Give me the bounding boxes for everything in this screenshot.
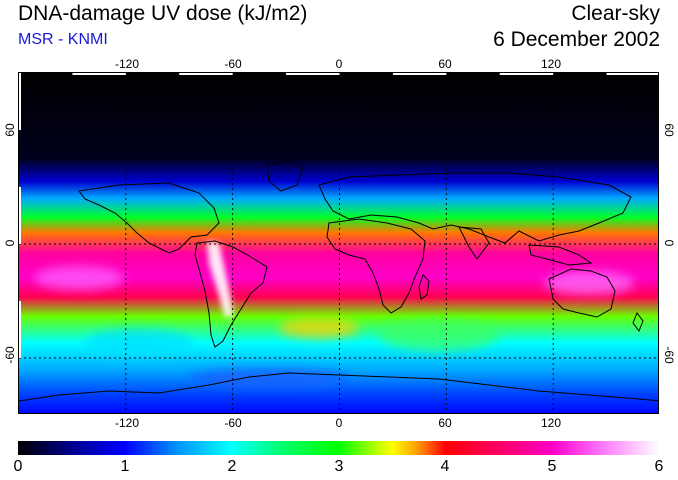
frame-tick-top xyxy=(499,73,554,75)
frame-tick-right xyxy=(658,187,659,244)
indian-ocean-low-dose-patch xyxy=(379,319,499,351)
colorbar-tick-0: 0 xyxy=(13,458,23,475)
frame-tick-top xyxy=(72,73,126,75)
australia-high-dose-patch xyxy=(544,271,634,295)
southeast-asia-islands xyxy=(528,244,593,266)
sky-condition-label: Clear-sky xyxy=(571,2,660,25)
lon-tick-bottom-2: -60 xyxy=(224,416,242,430)
graticule xyxy=(19,73,658,413)
colorbar-gradient xyxy=(18,441,659,455)
lon-tick-bottom-4: 60 xyxy=(438,416,452,430)
dose-anomalies xyxy=(34,266,634,388)
frame-tick-bottom xyxy=(607,413,659,414)
uv-dose-map xyxy=(18,72,659,414)
far-south-blue-patch xyxy=(189,368,349,388)
south-america-coastline xyxy=(194,240,268,348)
lon-tick-top-3: 0 xyxy=(335,57,343,71)
colorbar-tick-6: 6 xyxy=(654,458,664,475)
lon-tick-top-1: -120 xyxy=(114,57,140,71)
date-label: 6 December 2002 xyxy=(493,28,660,51)
lat-tick-left-3: -60 xyxy=(3,346,17,364)
colorbar-tick-5: 5 xyxy=(547,458,557,475)
australia-coastline xyxy=(548,268,616,318)
lat-tick-left-1: 60 xyxy=(3,123,17,137)
lat-tick-right-1: 60 xyxy=(662,123,676,137)
colorbar-tick-2: 2 xyxy=(227,458,237,475)
pacific-high-dose-patch xyxy=(34,266,124,290)
lon-tick-bottom-3: 0 xyxy=(335,416,343,430)
lon-tick-top-5: 120 xyxy=(540,57,562,71)
greenland-coastline xyxy=(266,160,304,192)
colorbar-tick-3: 3 xyxy=(334,458,344,475)
data-source-label: MSR - KNMI xyxy=(18,31,108,48)
lon-tick-bottom-1: -120 xyxy=(114,416,140,430)
pacific-low-dose-patch xyxy=(84,329,194,357)
africa-coastline xyxy=(326,218,426,314)
coastlines xyxy=(19,160,658,402)
colorbar xyxy=(18,441,659,455)
frame-tick-left xyxy=(19,187,21,244)
map-title: DNA-damage UV dose (kJ/m2) xyxy=(18,2,308,25)
lon-tick-top-2: -60 xyxy=(224,57,242,71)
madagascar-coastline xyxy=(418,274,430,300)
frame-tick-right xyxy=(658,301,659,358)
frame-tick-bottom xyxy=(393,413,446,414)
frame-tick-bottom xyxy=(179,413,232,414)
lat-tick-right-2: 0 xyxy=(662,239,676,247)
colorbar-tick-4: 4 xyxy=(440,458,450,475)
frame-tick-bottom xyxy=(72,413,125,414)
antarctica-coastline xyxy=(19,372,658,402)
lon-tick-top-4: 60 xyxy=(438,57,452,71)
frame-tick-left xyxy=(19,73,21,130)
dose-field xyxy=(19,73,658,413)
frame-tick-top xyxy=(392,73,447,75)
lon-tick-bottom-5: 120 xyxy=(540,416,562,430)
frame-tick-top xyxy=(606,73,658,75)
india-coastline xyxy=(458,226,490,260)
frame-tick-top xyxy=(179,73,233,75)
south-atlantic-patch xyxy=(279,318,359,338)
frame-tick-left xyxy=(19,301,21,358)
frame-tick-top xyxy=(286,73,340,75)
lat-tick-left-2: 0 xyxy=(3,239,17,247)
andes-peak xyxy=(207,241,233,317)
frame-tick-bottom xyxy=(286,413,339,414)
north-america-coastline xyxy=(78,182,220,254)
frame-ticks xyxy=(19,73,659,414)
europe-asia-coastline xyxy=(318,172,632,244)
frame-tick-right xyxy=(658,73,659,130)
new-zealand-coastline xyxy=(632,311,644,333)
frame-tick-bottom xyxy=(500,413,553,414)
colorbar-tick-1: 1 xyxy=(120,458,130,475)
lat-tick-right-3: -60 xyxy=(662,346,676,364)
